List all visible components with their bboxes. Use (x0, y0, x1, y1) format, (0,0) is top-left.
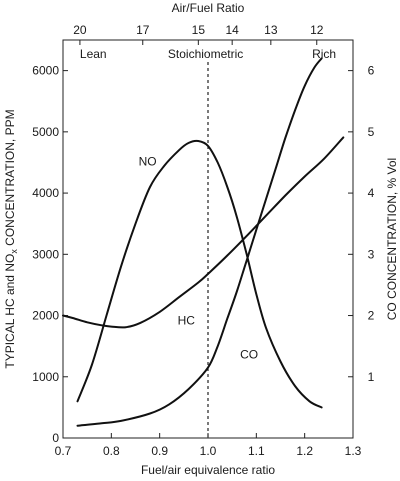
top-tick-label: 20 (73, 23, 87, 37)
region-label: Stoichiometric (168, 47, 243, 61)
y2-tick-label: 5 (368, 125, 375, 139)
top-tick-label: 12 (310, 23, 324, 37)
x-axis: 0.7 0.8 0.9 1.0 1.1 1.2 1.3 (55, 433, 362, 458)
y-axis-title-part-1: TYPICAL HC and NO (3, 254, 17, 369)
y-axis-title-left: TYPICAL HC and NOx CONCENTRATION, PPM (3, 109, 19, 368)
x-tick-label: 1.2 (296, 444, 313, 458)
y-axis-right: 1 2 3 4 5 6 (348, 64, 375, 384)
hc-label: HC (178, 314, 196, 328)
y-tick-label: 1000 (32, 370, 59, 384)
no-label: NO (139, 155, 157, 169)
y-tick-label: 0 (52, 431, 59, 445)
y-tick-label: 6000 (32, 64, 59, 78)
y-tick-label: 5000 (32, 125, 59, 139)
no-curve (76, 139, 323, 409)
series-curves (62, 57, 345, 427)
region-labels: Lean Stoichiometric Rich (80, 47, 336, 61)
x-axis-title: Fuel/air equivalence ratio (141, 463, 275, 477)
region-label: Lean (80, 47, 107, 61)
region-label: Rich (312, 47, 336, 61)
y-axis-title-part-2: CONCENTRATION, PPM (3, 109, 17, 249)
x-tick-label: 0.7 (55, 444, 72, 458)
y2-tick-label: 6 (368, 64, 375, 78)
top-tick-label: 14 (225, 23, 239, 37)
x-tick-label: 1.3 (345, 444, 362, 458)
top-tick-label: 17 (136, 23, 150, 37)
co-curve (76, 57, 323, 427)
y-axis-title-subscript: x (9, 249, 19, 254)
y2-tick-label: 1 (368, 370, 375, 384)
x-tick-label: 0.8 (103, 444, 120, 458)
y-tick-label: 4000 (32, 186, 59, 200)
y2-tick-label: 2 (368, 309, 375, 323)
y-axis-title-right: CO CONCENTRATION, % Vol (385, 158, 399, 320)
x-tick-label: 0.9 (151, 444, 168, 458)
top-tick-label: 15 (192, 23, 206, 37)
series-labels: NO HC CO (139, 155, 259, 362)
y2-tick-label: 4 (368, 186, 375, 200)
co-label: CO (240, 347, 258, 361)
y2-tick-label: 3 (368, 247, 375, 261)
x-tick-label: 1.1 (248, 444, 265, 458)
top-axis-title: Air/Fuel Ratio (172, 1, 245, 15)
top-tick-label: 13 (264, 23, 278, 37)
y-axis-left: 0 1000 2000 3000 4000 5000 6000 (32, 64, 68, 445)
x-tick-label: 1.0 (200, 444, 217, 458)
top-axis: 20 17 15 14 13 12 (73, 23, 324, 45)
hc-curve (62, 136, 345, 329)
y-tick-label: 3000 (32, 247, 59, 261)
y-tick-label: 2000 (32, 309, 59, 323)
